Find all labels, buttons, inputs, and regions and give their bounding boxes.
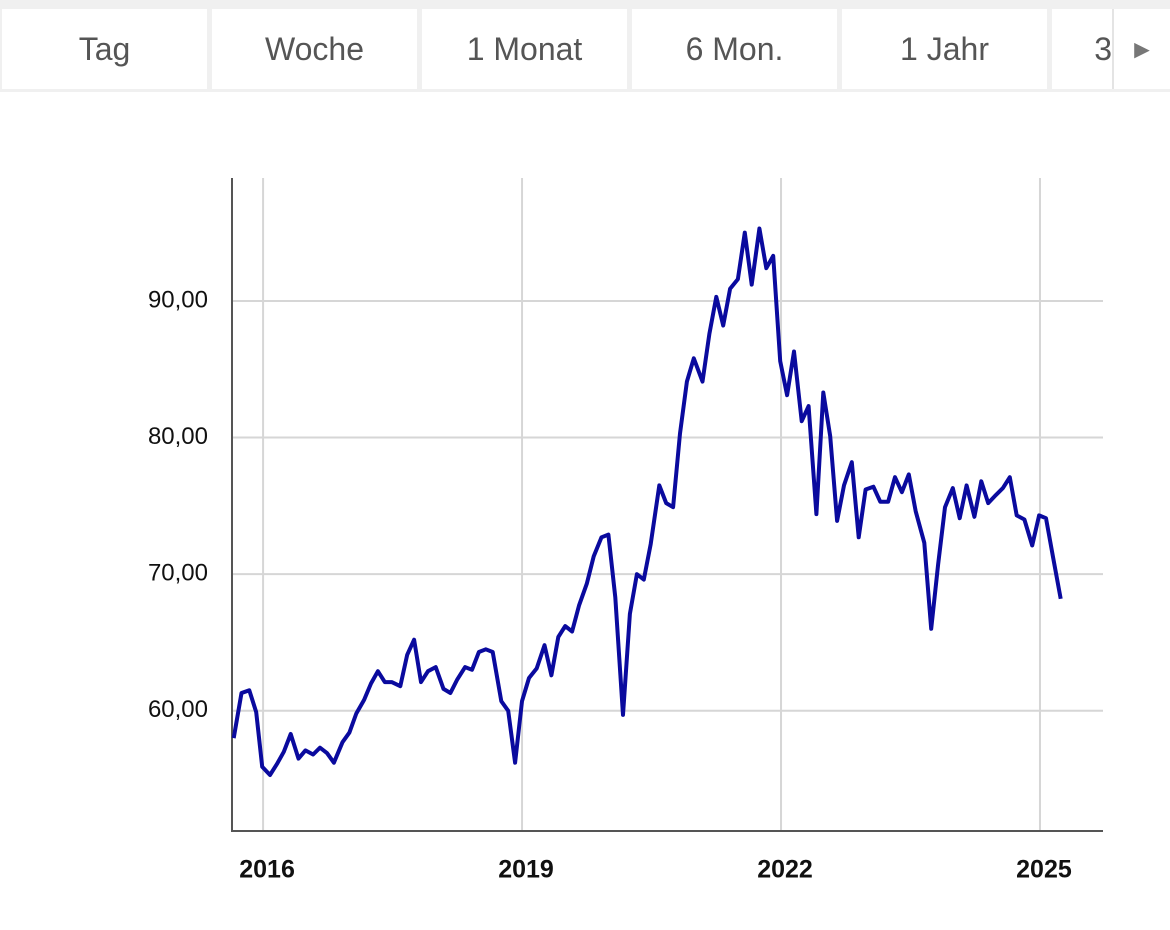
x-tick-label: 2022: [757, 856, 813, 884]
y-tick-label: 90,00: [148, 286, 208, 313]
range-tab[interactable]: Tag: [2, 9, 207, 89]
price-line: [231, 226, 1063, 777]
y-tick-label: 80,00: [148, 423, 208, 450]
range-tab[interactable]: 1 Jahr: [842, 9, 1047, 89]
x-tick-label: 2025: [1016, 856, 1072, 884]
chart: 60,00 70,00 80,00 90,00 2016 2019 2022 2025: [148, 178, 1103, 884]
range-tabs: Tag Woche 1 Monat 6 Mon. 1 Jahr 3: [0, 0, 1170, 92]
x-tick-label: 2016: [239, 856, 295, 884]
x-tick-label: 2019: [498, 856, 554, 884]
y-tick-label: 70,00: [148, 560, 208, 587]
range-tab[interactable]: 1 Monat: [422, 9, 627, 89]
y-tick-label: 60,00: [148, 696, 208, 723]
range-tab[interactable]: 3: [1052, 9, 1112, 89]
scroll-right-button[interactable]: ►: [1112, 9, 1170, 89]
range-tab[interactable]: 6 Mon.: [632, 9, 837, 89]
range-tab[interactable]: Woche: [212, 9, 417, 89]
